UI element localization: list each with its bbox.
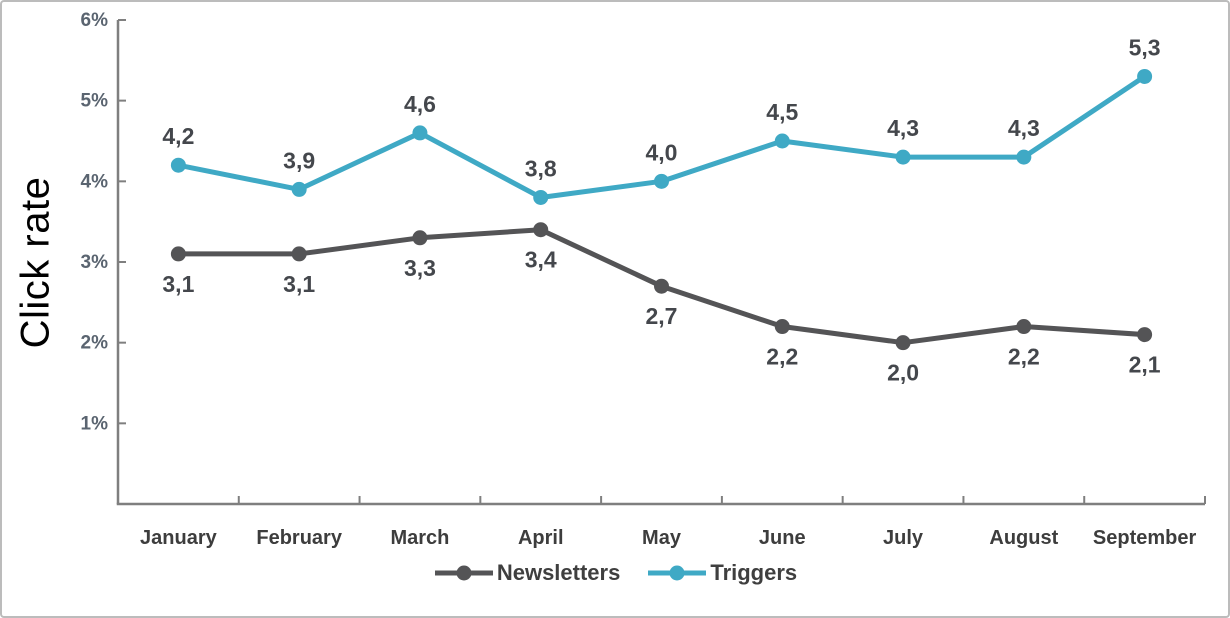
data-point-triggers — [291, 181, 307, 197]
x-axis-category-label: July — [883, 527, 924, 549]
value-label-newsletters: 3,3 — [404, 255, 436, 281]
legend-item-newsletters: Newsletters — [433, 560, 621, 586]
data-point-newsletters — [412, 230, 428, 246]
legend-label-triggers: Triggers — [710, 560, 798, 585]
value-label-triggers: 4,2 — [162, 123, 194, 149]
data-point-triggers — [170, 157, 186, 173]
data-point-newsletters — [1016, 319, 1032, 335]
x-axis-category-label: August — [989, 527, 1058, 549]
data-point-newsletters — [1137, 327, 1153, 343]
value-label-triggers: 3,9 — [283, 147, 315, 173]
value-label-newsletters: 2,2 — [766, 344, 798, 370]
legend-marker-triggers — [648, 565, 707, 581]
y-axis-tick-label: 6% — [81, 10, 109, 31]
legend-label-newsletters: Newsletters — [496, 560, 621, 585]
x-axis-category-label: January — [140, 527, 218, 549]
value-label-newsletters: 3,1 — [162, 271, 194, 297]
x-axis-category-label: March — [390, 527, 449, 549]
legend-item-triggers: Triggers — [646, 560, 797, 586]
data-point-triggers — [774, 133, 790, 149]
data-point-triggers — [1137, 68, 1153, 84]
value-label-newsletters: 2,0 — [887, 360, 919, 386]
value-label-triggers: 3,8 — [525, 155, 557, 181]
y-axis-tick-label: 2% — [81, 333, 109, 354]
data-point-newsletters — [774, 319, 790, 335]
x-axis-category-label: June — [759, 527, 806, 549]
data-point-newsletters — [654, 278, 669, 294]
value-label-triggers: 4,3 — [1008, 115, 1040, 141]
y-axis-tick-label: 4% — [81, 171, 109, 192]
data-point-newsletters — [170, 246, 186, 262]
chart-legend: Newsletters Triggers — [2, 560, 1228, 586]
x-axis-category-label: September — [1093, 527, 1197, 549]
value-label-triggers: 4,6 — [404, 91, 436, 117]
value-label-newsletters: 3,1 — [283, 271, 315, 297]
legend-marker-newsletters — [434, 565, 493, 581]
data-point-triggers — [412, 125, 428, 141]
y-axis-tick-label: 5% — [81, 91, 109, 112]
data-point-triggers — [533, 189, 549, 205]
value-label-triggers: 4,5 — [766, 99, 798, 125]
value-label-newsletters: 3,4 — [525, 247, 557, 273]
y-axis-tick-label: 3% — [81, 252, 109, 273]
data-point-newsletters — [895, 335, 911, 351]
data-point-triggers — [654, 173, 669, 189]
y-axis-tick-label: 1% — [81, 413, 109, 434]
value-label-triggers: 4,0 — [646, 139, 678, 165]
x-axis-category-label: April — [518, 527, 564, 549]
value-label-newsletters: 2,2 — [1008, 344, 1040, 370]
value-label-newsletters: 2,1 — [1129, 352, 1161, 378]
data-point-newsletters — [291, 246, 307, 262]
value-label-triggers: 4,3 — [887, 115, 919, 141]
x-axis-category-label: February — [256, 527, 342, 549]
data-point-newsletters — [533, 222, 549, 238]
x-axis-category-label: May — [642, 527, 682, 549]
value-label-newsletters: 2,7 — [646, 303, 678, 329]
data-point-triggers — [1016, 149, 1032, 165]
value-label-triggers: 5,3 — [1129, 34, 1161, 60]
data-point-triggers — [895, 149, 911, 165]
